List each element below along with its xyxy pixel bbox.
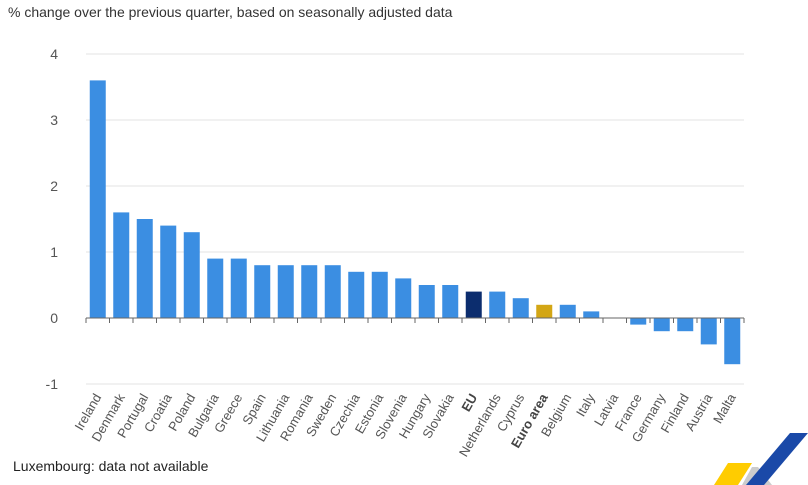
bar-germany	[653, 318, 670, 332]
bar-poland	[183, 232, 200, 318]
bar-euro-area	[536, 304, 553, 318]
bar-greece	[230, 258, 247, 318]
y-tick-label: 2	[50, 178, 58, 194]
eurostat-logo-icon	[714, 433, 808, 485]
bar-sweden	[324, 265, 341, 318]
y-tick-label: 0	[50, 310, 58, 326]
bar-hungary	[418, 285, 435, 318]
bar-czechia	[348, 271, 365, 318]
bar-italy	[583, 311, 600, 318]
bar-slovenia	[395, 278, 412, 318]
x-tick-label: EU	[458, 391, 480, 414]
bar-portugal	[136, 219, 153, 318]
bar-denmark	[113, 212, 130, 318]
y-tick-label: 4	[50, 46, 58, 62]
y-tick-label: 1	[50, 244, 58, 260]
bar-finland	[677, 318, 694, 332]
y-tick-label: 3	[50, 112, 58, 128]
bar-france	[630, 318, 647, 325]
bar-eu	[465, 291, 482, 318]
bar-spain	[254, 265, 271, 318]
footnote: Luxembourg: data not available	[13, 458, 209, 474]
y-tick-label: -1	[46, 376, 59, 392]
x-tick-label: Malta	[710, 390, 739, 426]
bar-cyprus	[512, 298, 529, 318]
bar-belgium	[559, 304, 576, 318]
bar-lithuania	[277, 265, 294, 318]
bar-bulgaria	[207, 258, 224, 318]
bar-austria	[700, 318, 717, 345]
bar-ireland	[89, 80, 106, 319]
bar-malta	[724, 318, 741, 365]
bar-slovakia	[442, 285, 459, 318]
bar-romania	[301, 265, 318, 318]
bar-croatia	[160, 225, 177, 318]
bar-estonia	[371, 271, 388, 318]
bar-netherlands	[489, 291, 506, 318]
chart-subtitle: % change over the previous quarter, base…	[8, 4, 453, 20]
